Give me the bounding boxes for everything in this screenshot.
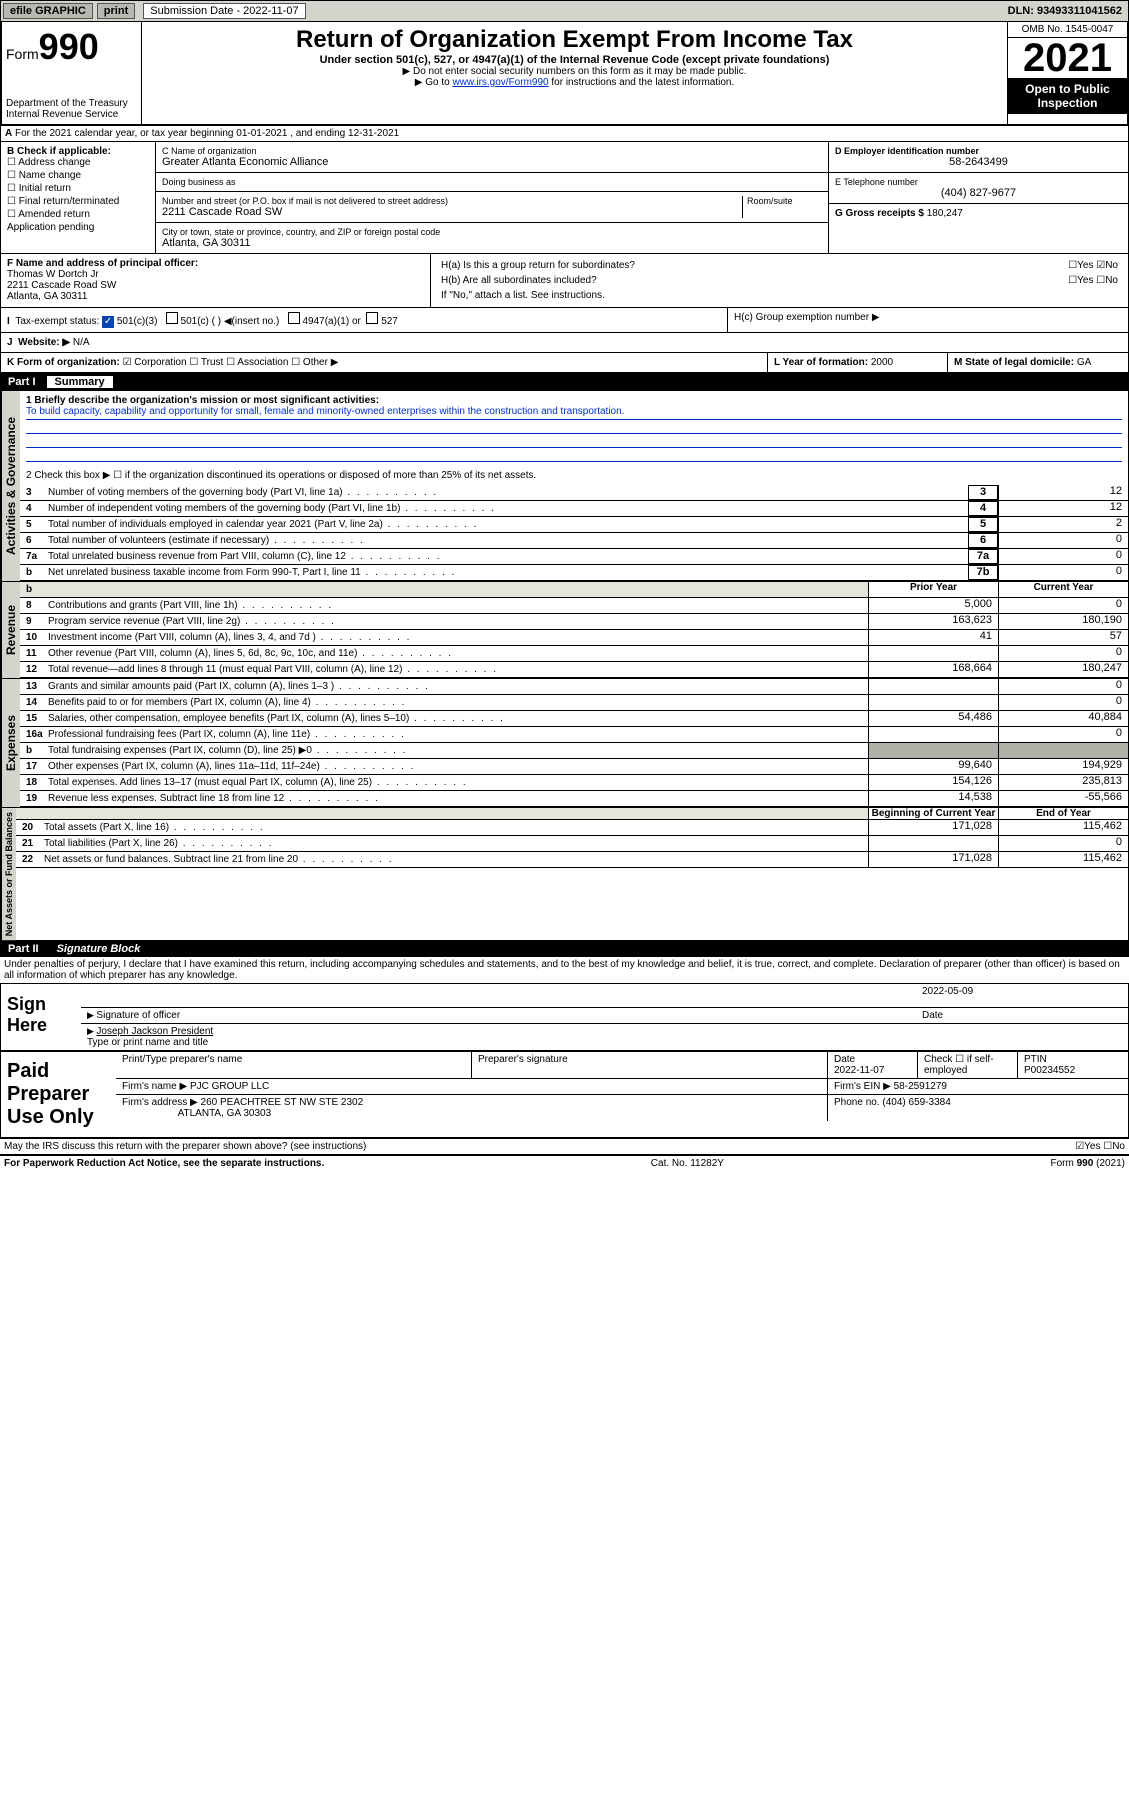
summary-row: 6Total number of volunteers (estimate if…: [20, 533, 1128, 549]
checkbox-option[interactable]: ☐ Amended return: [7, 209, 149, 220]
sign-here-block: Sign Here 2022-05-09 Signature of office…: [0, 983, 1129, 1051]
firm-name: PJC GROUP LLC: [190, 1081, 269, 1092]
irs-link[interactable]: www.irs.gov/Form990: [452, 77, 548, 88]
state-domicile: GA: [1077, 357, 1091, 368]
summary-row: 22Net assets or fund balances. Subtract …: [16, 852, 1128, 868]
sign-date: 2022-05-09: [922, 986, 1122, 1005]
summary-row: 11Other revenue (Part VIII, column (A), …: [20, 646, 1128, 662]
part2-header: Part II Signature Block: [0, 941, 1129, 957]
firm-ein: 58-2591279: [894, 1081, 947, 1092]
summary-row: 7aTotal unrelated business revenue from …: [20, 549, 1128, 565]
paid-preparer-block: Paid Preparer Use Only Print/Type prepar…: [0, 1051, 1129, 1138]
telephone: (404) 827-9677: [835, 187, 1122, 199]
city-state-zip: Atlanta, GA 30311: [162, 237, 822, 249]
501c3-checkbox[interactable]: ✓: [102, 316, 114, 328]
summary-row: 15Salaries, other compensation, employee…: [20, 711, 1128, 727]
summary-row: 13Grants and similar amounts paid (Part …: [20, 679, 1128, 695]
ein: 58-2643499: [835, 156, 1122, 168]
header-right: OMB No. 1545-0047 2021 Open to Public In…: [1007, 22, 1127, 124]
year-formation: 2000: [871, 357, 893, 368]
header-title-block: Return of Organization Exempt From Incom…: [142, 22, 1007, 124]
summary-row: 21Total liabilities (Part X, line 26)0: [16, 836, 1128, 852]
mission-text: To build capacity, capability and opport…: [26, 406, 1122, 420]
checkbox-option[interactable]: Application pending: [7, 222, 149, 233]
vlabel-governance: Activities & Governance: [1, 391, 20, 581]
submission-date: Submission Date - 2022-11-07: [143, 3, 305, 19]
summary-row: 9Program service revenue (Part VIII, lin…: [20, 614, 1128, 630]
summary-row: 12Total revenue—add lines 8 through 11 (…: [20, 662, 1128, 678]
officer-name: Thomas W Dortch Jr: [7, 269, 99, 280]
summary-row: bTotal fundraising expenses (Part IX, co…: [20, 743, 1128, 759]
print-button[interactable]: print: [97, 3, 135, 19]
firm-address: 260 PEACHTREE ST NW STE 2302: [201, 1097, 364, 1108]
summary-row: 4Number of independent voting members of…: [20, 501, 1128, 517]
summary-row: 16aProfessional fundraising fees (Part I…: [20, 727, 1128, 743]
checkbox-option[interactable]: ☐ Initial return: [7, 183, 149, 194]
vlabel-revenue: Revenue: [1, 582, 20, 678]
firm-phone: (404) 659-3384: [882, 1097, 950, 1108]
checkbox-option[interactable]: ☐ Final return/terminated: [7, 196, 149, 207]
tax-year: 2021: [1008, 38, 1127, 78]
summary-row: 20Total assets (Part X, line 16)171,0281…: [16, 820, 1128, 836]
officer-signature-name: Joseph Jackson President: [96, 1026, 213, 1037]
ptin: P00234552: [1024, 1065, 1075, 1076]
summary-row: 8Contributions and grants (Part VIII, li…: [20, 598, 1128, 614]
group-return-answer: ☐Yes ☑No: [1068, 260, 1118, 271]
summary-row: 14Benefits paid to or for members (Part …: [20, 695, 1128, 711]
vlabel-expenses: Expenses: [1, 679, 20, 807]
summary-row: 3Number of voting members of the governi…: [20, 485, 1128, 501]
form-number: 990: [39, 26, 99, 67]
summary-row: 10Investment income (Part VIII, column (…: [20, 630, 1128, 646]
org-name: Greater Atlanta Economic Alliance: [162, 156, 822, 168]
section-b-checkboxes: B Check if applicable: ☐ Address change☐…: [1, 142, 156, 253]
summary-row: 19Revenue less expenses. Subtract line 1…: [20, 791, 1128, 807]
street-address: 2211 Cascade Road SW: [162, 206, 742, 218]
penalty-statement: Under penalties of perjury, I declare th…: [0, 957, 1129, 983]
dln: DLN: 93493311041562: [1008, 5, 1128, 17]
summary-row: 18Total expenses. Add lines 13–17 (must …: [20, 775, 1128, 791]
summary-row: bNet unrelated business taxable income f…: [20, 565, 1128, 581]
preparer-date: 2022-11-07: [834, 1065, 884, 1076]
efile-button[interactable]: efile GRAPHIC: [3, 3, 93, 19]
website: N/A: [73, 337, 90, 348]
section-a: A For the 2021 calendar year, or tax yea…: [0, 126, 1129, 373]
vlabel-netassets: Net Assets or Fund Balances: [1, 808, 16, 940]
summary-row: 5Total number of individuals employed in…: [20, 517, 1128, 533]
part1-header: Part I Summary: [0, 373, 1129, 391]
form-title: Return of Organization Exempt From Incom…: [152, 26, 997, 54]
summary-row: 17Other expenses (Part IX, column (A), l…: [20, 759, 1128, 775]
header-left: Form990 Department of the Treasury Inter…: [2, 22, 142, 124]
irs-discuss-answer: ☑Yes ☐No: [1075, 1141, 1125, 1152]
checkbox-option[interactable]: ☐ Address change: [7, 157, 149, 168]
topbar: efile GRAPHIC print Submission Date - 20…: [0, 0, 1129, 22]
inspection-notice: Open to Public Inspection: [1008, 78, 1127, 114]
gross-receipts: 180,247: [927, 208, 963, 219]
checkbox-option[interactable]: ☐ Name change: [7, 170, 149, 181]
form-header: Form990 Department of the Treasury Inter…: [0, 22, 1129, 126]
